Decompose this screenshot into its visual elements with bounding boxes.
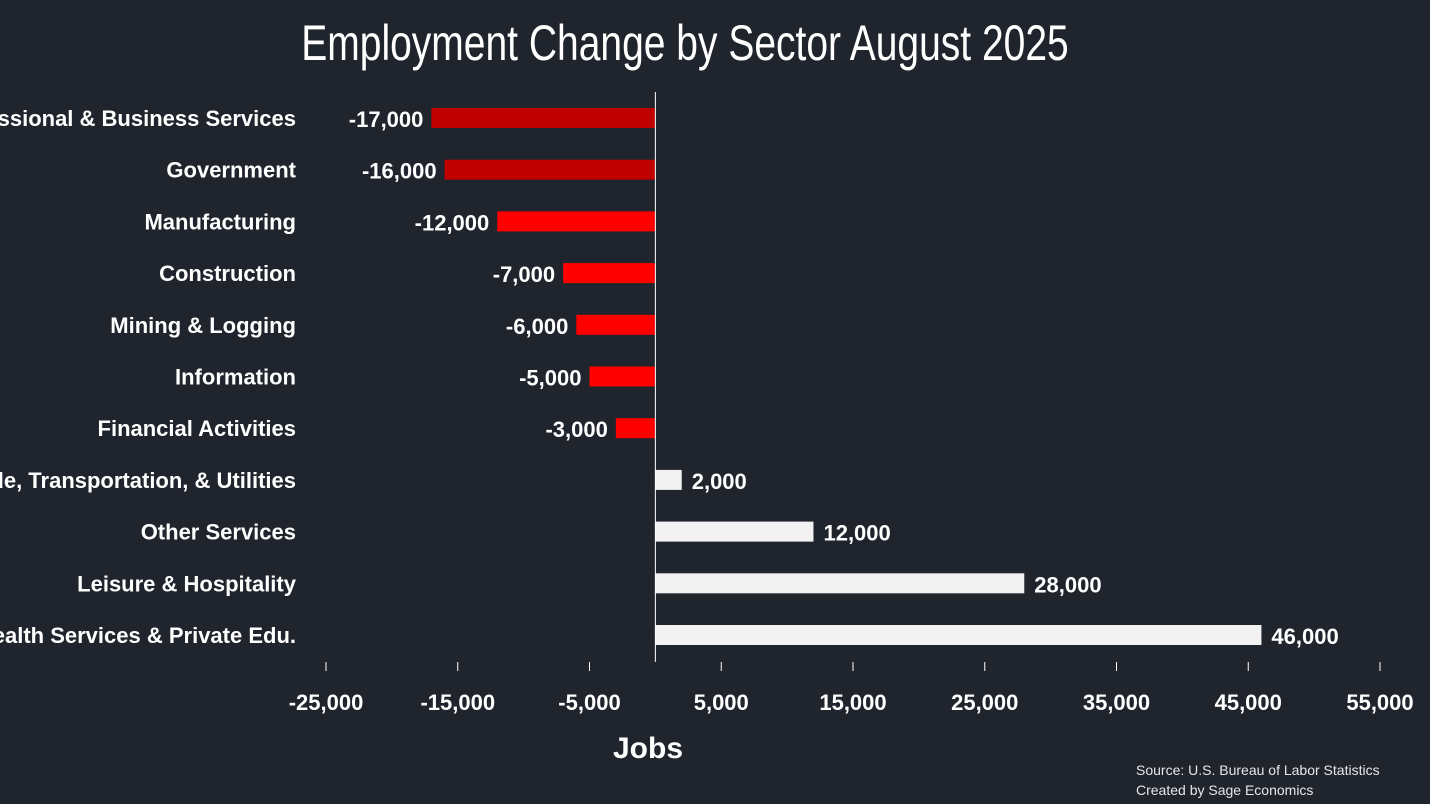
value-label: -16,000 — [362, 159, 437, 184]
category-label: Government — [166, 158, 296, 183]
x-tick-label: 55,000 — [1346, 690, 1413, 715]
x-tick-label: -15,000 — [420, 690, 495, 715]
bar — [563, 263, 656, 284]
value-labels-group: -17,000 -16,000 -12,000 -7,000 -6,000 -5,000 -… — [349, 107, 1339, 649]
chart-title: Employment Change by Sector August 2025 — [301, 15, 1069, 71]
bar — [576, 314, 656, 335]
bar — [655, 625, 1262, 645]
x-tick-label: 45,000 — [1215, 690, 1282, 715]
credit-line: Created by Sage Economics — [1136, 782, 1314, 798]
value-label: 12,000 — [823, 521, 890, 546]
x-tick-label: -5,000 — [558, 690, 620, 715]
value-label: -3,000 — [545, 417, 607, 442]
x-tick-label: -25,000 — [289, 690, 364, 715]
category-labels-group: Professional & Business Services Governme… — [0, 106, 297, 648]
value-label: -7,000 — [493, 262, 555, 287]
bar — [615, 418, 656, 439]
category-label: Financial Activities — [98, 416, 296, 441]
value-label: 28,000 — [1034, 572, 1101, 597]
bar — [655, 573, 1025, 594]
bars-group — [431, 108, 1262, 645]
source-line: Source: U.S. Bureau of Labor Statistics — [1136, 762, 1380, 778]
bar — [444, 159, 656, 180]
category-label: Health Services & Private Edu. — [0, 623, 296, 648]
x-axis-group: -25,000 -15,000 -5,000 5,000 15,000 25,000 35,… — [289, 92, 1414, 715]
category-label: Manufacturing — [144, 209, 296, 234]
bar — [655, 469, 682, 490]
x-tick-label: 35,000 — [1083, 690, 1150, 715]
value-label: 46,000 — [1271, 624, 1338, 649]
category-label: Leisure & Hospitality — [77, 571, 297, 596]
bar — [655, 521, 814, 542]
bar — [431, 108, 656, 128]
x-axis-title: Jobs — [612, 732, 684, 765]
x-tick-label: 5,000 — [694, 690, 749, 715]
bar — [589, 366, 656, 387]
value-label: -6,000 — [506, 314, 568, 339]
x-tick-label: 15,000 — [819, 690, 886, 715]
value-label: 2,000 — [692, 469, 747, 494]
value-label: -17,000 — [349, 107, 424, 132]
bar — [497, 211, 656, 232]
value-label: -12,000 — [415, 210, 490, 235]
value-label: -5,000 — [519, 366, 581, 391]
category-label: Other Services — [141, 520, 296, 545]
category-label: Professional & Business Services — [0, 106, 296, 131]
category-label: Mining & Logging — [110, 313, 296, 338]
category-label: Construction — [159, 261, 296, 286]
category-label: Trade, Transportation, & Utilities — [0, 468, 296, 493]
category-label: Information — [175, 365, 296, 390]
source-note: Source: U.S. Bureau of Labor Statistics … — [1136, 760, 1380, 800]
x-tick-label: 25,000 — [951, 690, 1018, 715]
